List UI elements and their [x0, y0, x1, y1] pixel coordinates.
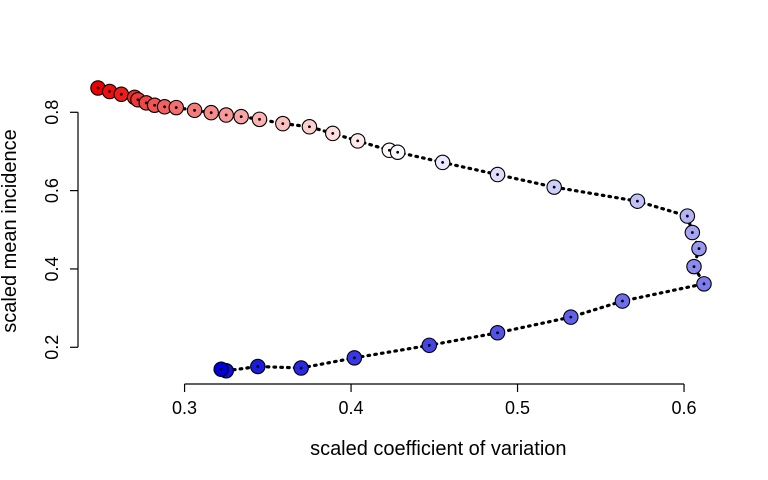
data-point-center — [209, 111, 213, 115]
x-tick-label: 0.4 — [339, 398, 364, 418]
trajectory-line — [96, 86, 707, 373]
y-tick-label: 0.2 — [42, 335, 62, 360]
data-point-center — [153, 103, 157, 107]
x-tick-label: 0.3 — [172, 398, 197, 418]
data-point-center — [496, 173, 499, 176]
data-point-center — [299, 366, 303, 370]
y-tick-label: 0.6 — [42, 178, 62, 203]
data-point-center — [136, 98, 140, 102]
y-tick-label: 0.8 — [42, 100, 62, 125]
data-point-center — [281, 122, 285, 126]
data-point-center — [144, 101, 148, 105]
data-point-center — [193, 108, 196, 112]
y-axis-title: scaled mean incidence — [0, 129, 21, 332]
y-tick-label: 0.4 — [42, 256, 62, 281]
data-point-center — [308, 125, 311, 129]
y-ticks: 0.2 0.4 0.6 0.8 — [42, 100, 78, 360]
data-point-center — [685, 214, 689, 218]
data-point-center — [96, 86, 100, 90]
data-point-center — [621, 299, 624, 303]
data-point-center — [441, 161, 445, 164]
data-point-center — [569, 315, 573, 319]
data-point-center — [331, 132, 335, 135]
data-point-center — [552, 185, 556, 189]
data-point-center — [174, 106, 178, 109]
data-point-center — [219, 367, 223, 371]
x-tick-label: 0.6 — [672, 398, 697, 418]
data-point-center — [356, 139, 360, 143]
data-point-center — [224, 113, 228, 117]
data-point-center — [427, 343, 431, 347]
data-point-center — [352, 356, 356, 360]
data-point-center — [239, 115, 243, 118]
x-tick-label: 0.5 — [505, 398, 530, 418]
data-point-center — [108, 90, 112, 93]
data-point-center — [396, 150, 400, 154]
data-point-center — [636, 199, 639, 203]
data-point-center — [163, 105, 166, 109]
data-point-center — [690, 231, 694, 234]
data-point-center — [702, 282, 706, 286]
data-point-center — [496, 331, 499, 335]
data-point-center — [119, 92, 123, 96]
data-point-center — [256, 365, 260, 368]
axes: 0.3 0.4 0.5 0.6 0.2 0.4 0.6 0.8 scaled coeffic… — [0, 100, 697, 460]
data-point-center — [258, 117, 261, 121]
data-point-center — [692, 265, 696, 268]
data-point-center — [697, 247, 701, 250]
x-ticks: 0.3 0.4 0.5 0.6 — [172, 384, 697, 418]
x-axis-title: scaled coefficient of variation — [310, 438, 566, 460]
data-points — [90, 80, 712, 379]
plot-area — [90, 80, 712, 379]
